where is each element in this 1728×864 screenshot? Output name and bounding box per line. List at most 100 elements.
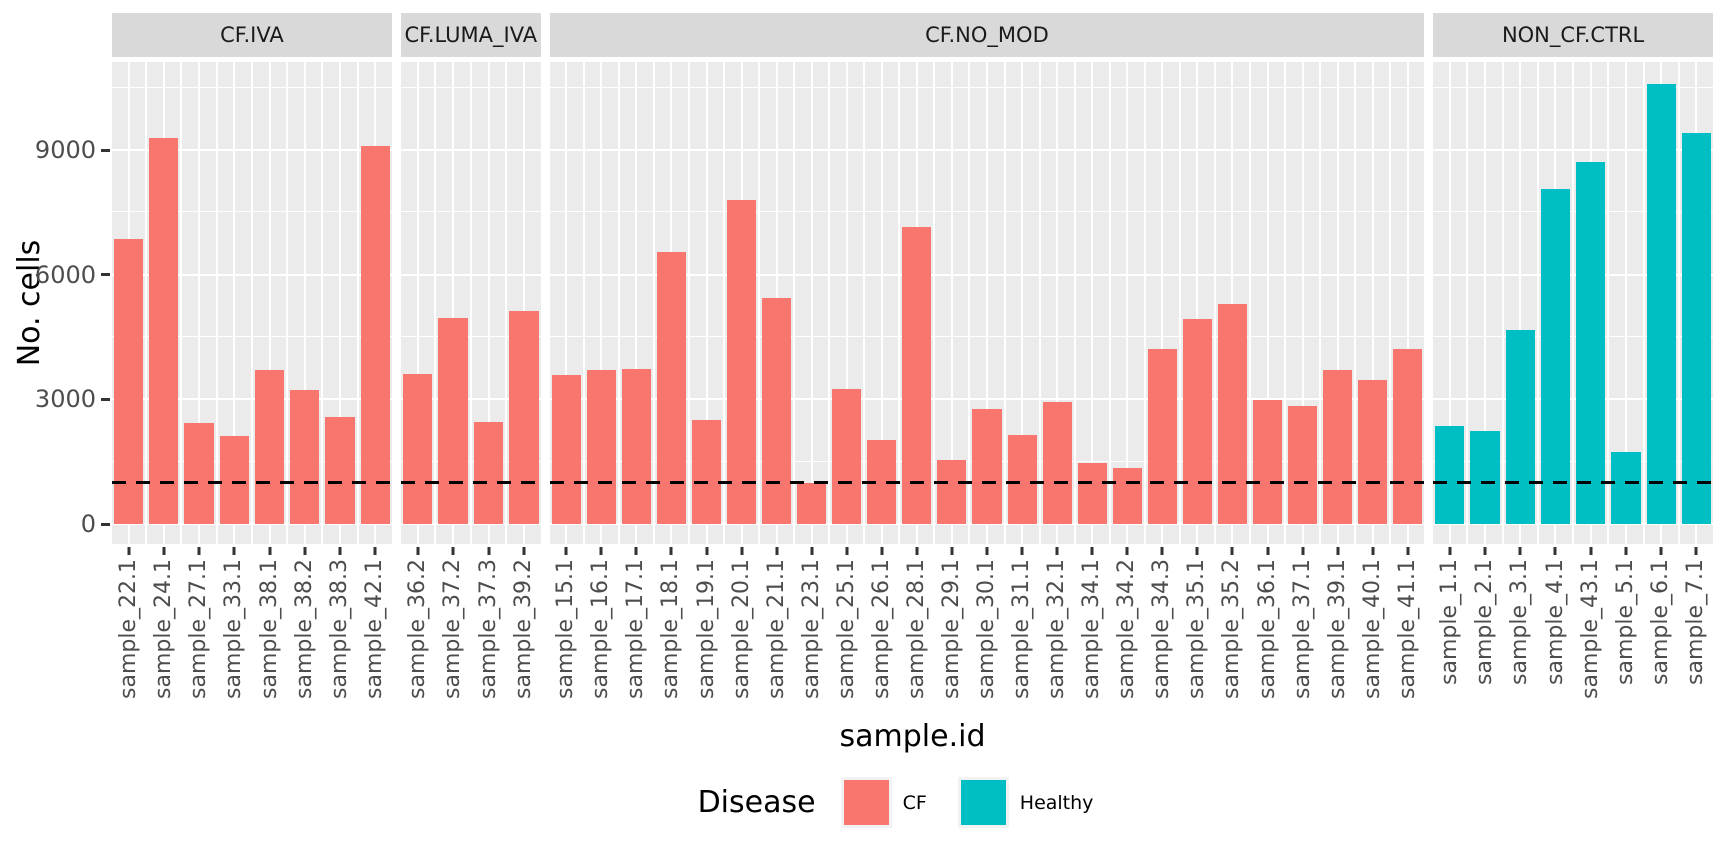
x-tick-mark: [1678, 547, 1713, 555]
x-tick-mark: [1109, 547, 1144, 555]
bar-cell: [652, 62, 688, 544]
x-ticks-row: [1433, 547, 1713, 555]
bar: [1470, 431, 1500, 525]
bar-cell: [1108, 62, 1144, 544]
x-tick-label: sample_39.2: [511, 559, 537, 699]
bar: [691, 420, 722, 525]
x-tick-label: sample_34.3: [1149, 559, 1175, 699]
bar-cell: [215, 62, 251, 544]
x-tick-label: sample_1.1: [1436, 559, 1462, 685]
x-tick-mark: [112, 547, 145, 555]
x-label-cell: sample_26.1: [863, 559, 898, 711]
x-tick-mark: [1319, 547, 1354, 555]
facet-column: CF.NO_MOD sample_15.1 sample_16.1 sample_17…: [549, 13, 1425, 711]
bar-cell: [933, 62, 968, 544]
x-tick-label: sample_43.1: [1577, 559, 1603, 699]
x-label-cell: sample_35.2: [1214, 559, 1249, 711]
x-tick-mark: [1466, 547, 1501, 555]
x-tick-label: sample_35.1: [1184, 559, 1210, 699]
x-label-cell: sample_34.3: [1144, 559, 1179, 711]
x-label-cell: sample_41.1: [1389, 559, 1424, 711]
x-tick-label: sample_3.1: [1507, 559, 1533, 685]
x-tick-mark: [470, 547, 505, 555]
x-label-cell: sample_25.1: [828, 559, 863, 711]
bar: [473, 422, 504, 525]
x-tick-label: sample_17.1: [623, 559, 649, 699]
bar: [1646, 83, 1676, 525]
legend-label-cf: CF: [902, 791, 927, 814]
bar-cell: [356, 62, 392, 544]
bar: [438, 318, 468, 525]
bar: [149, 138, 179, 525]
facet-panel: [1433, 62, 1713, 544]
bar-cell: [401, 62, 434, 544]
bar: [360, 145, 390, 525]
bar-cell: [968, 62, 1003, 544]
x-label-cell: sample_31.1: [1004, 559, 1039, 711]
bar: [1147, 348, 1177, 525]
x-tick-label: sample_34.1: [1079, 559, 1105, 699]
bar: [290, 390, 320, 525]
bar: [621, 368, 651, 525]
bar-cells: [550, 62, 1424, 544]
y-tick-mark: [101, 522, 110, 526]
x-tick-mark: [1537, 547, 1572, 555]
legend-key-cf: [843, 780, 889, 825]
bar-cell: [434, 62, 469, 544]
bar: [1112, 468, 1142, 525]
x-tick-label: sample_33.1: [221, 559, 247, 699]
bar: [1288, 406, 1318, 525]
x-tick-label: sample_40.1: [1359, 559, 1385, 699]
x-tick-label: sample_37.2: [440, 559, 466, 699]
bar: [219, 436, 249, 525]
x-tick-label: sample_7.1: [1683, 559, 1709, 685]
bar: [656, 252, 686, 525]
bar: [1217, 303, 1247, 525]
x-labels-row: sample_36.2 sample_37.2 sample_37.3 sample_…: [401, 559, 541, 711]
bar-cell: [1572, 62, 1607, 544]
x-label-cell: sample_3.1: [1502, 559, 1537, 711]
x-tick-label: sample_41.1: [1394, 559, 1420, 699]
facet-strip: CF.IVA: [112, 13, 392, 57]
x-axis-title: sample.id: [839, 719, 986, 754]
x-label-cell: sample_34.1: [1074, 559, 1109, 711]
threshold-line: [1433, 480, 1713, 484]
x-label-cell: sample_17.1: [618, 559, 653, 711]
bar: [1576, 162, 1606, 525]
x-label-cell: sample_37.2: [434, 559, 469, 711]
x-tick-mark: [1144, 547, 1179, 555]
x-label-cell: sample_38.2: [286, 559, 321, 711]
facet-column: CF.LUMA_IVA sample_36.2 sample_37.2 sample_…: [400, 13, 541, 711]
bar-cell: [1677, 62, 1713, 544]
x-label-cell: sample_21.1: [758, 559, 793, 711]
bar-cell: [1073, 62, 1109, 544]
bar: [586, 370, 616, 525]
x-label-cell: sample_24.1: [145, 559, 180, 711]
y-tick-label: 9000: [34, 136, 96, 165]
bar-cell: [582, 62, 618, 544]
bar: [1077, 463, 1107, 525]
y-tick-mark: [101, 148, 110, 152]
x-tick-mark: [1004, 547, 1039, 555]
x-ticks-row: [112, 547, 392, 555]
x-tick-mark: [505, 547, 540, 555]
x-tick-mark: [1389, 547, 1424, 555]
bar: [1358, 379, 1388, 525]
y-tick-label: 3000: [34, 385, 96, 414]
x-tick-label: sample_6.1: [1648, 559, 1674, 685]
x-ticks-row: [550, 547, 1424, 555]
bar: [1042, 401, 1072, 525]
x-tick-mark: [968, 547, 1003, 555]
bar: [551, 374, 581, 525]
bar: [797, 482, 827, 525]
x-tick-mark: [793, 547, 828, 555]
x-label-cell: sample_36.2: [401, 559, 434, 711]
x-tick-label: sample_38.2: [291, 559, 317, 699]
x-tick-label: sample_30.1: [974, 559, 1000, 699]
bar-cell: [898, 62, 933, 544]
x-label-cell: sample_1.1: [1433, 559, 1466, 711]
legend: Disease CF Healthy: [112, 780, 1713, 825]
x-label-cell: sample_2.1: [1466, 559, 1501, 711]
bar: [1611, 451, 1641, 525]
x-tick-label: sample_20.1: [728, 559, 754, 699]
